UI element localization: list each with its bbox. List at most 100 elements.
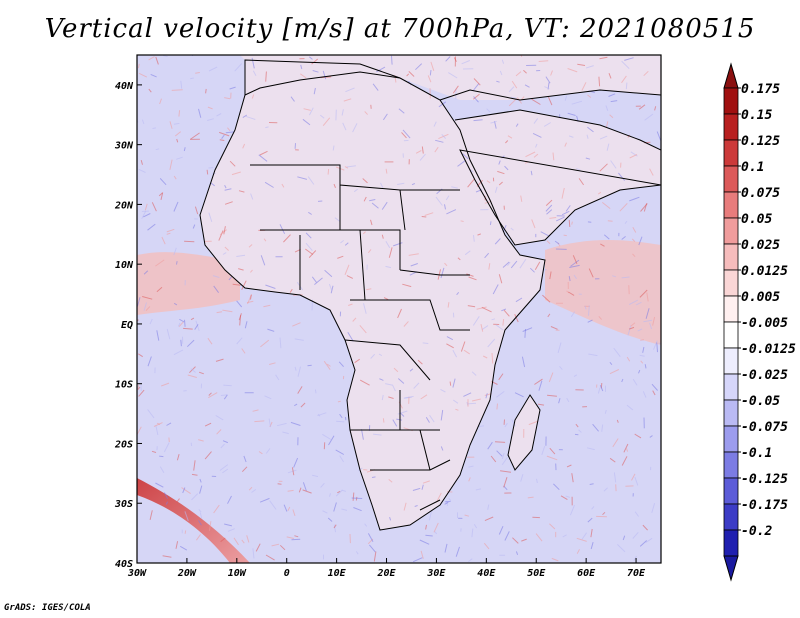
field-texture-stroke xyxy=(460,220,464,222)
field-texture-stroke xyxy=(419,539,430,545)
y-tick-label: 30S xyxy=(114,499,133,510)
field-texture-stroke xyxy=(433,121,437,127)
field-texture-stroke xyxy=(534,261,541,270)
field-texture-stroke xyxy=(303,108,311,111)
field-texture-stroke xyxy=(259,497,270,503)
colorbar-swatch xyxy=(723,451,739,479)
field-texture-stroke xyxy=(503,477,508,488)
field-texture-stroke xyxy=(254,420,265,423)
field-texture-stroke xyxy=(602,511,606,516)
field-texture-stroke xyxy=(420,394,428,400)
field-texture-stroke xyxy=(372,83,379,91)
field-texture-stroke xyxy=(171,89,183,91)
field-texture-stroke xyxy=(369,199,376,202)
field-texture-stroke xyxy=(335,489,343,497)
field-texture-stroke xyxy=(462,153,469,160)
field-texture-stroke xyxy=(166,228,175,233)
field-texture-stroke xyxy=(210,182,216,187)
field-texture-stroke xyxy=(411,183,415,186)
field-texture-stroke xyxy=(417,359,423,365)
colorbar-overflow-arrow xyxy=(723,62,739,89)
field-texture-stroke xyxy=(289,288,293,293)
field-texture-stroke xyxy=(521,96,525,100)
field-texture-stroke xyxy=(444,500,451,503)
field-texture-stroke xyxy=(656,342,658,353)
field-texture-stroke xyxy=(327,517,333,522)
field-texture-stroke xyxy=(531,98,541,105)
field-texture-stroke xyxy=(231,171,241,176)
field-texture-stroke xyxy=(628,299,639,305)
field-texture-stroke xyxy=(344,242,349,246)
field-texture-stroke xyxy=(241,539,245,544)
field-texture-stroke xyxy=(141,210,147,220)
field-texture-stroke xyxy=(297,176,308,180)
field-texture-stroke xyxy=(507,261,511,267)
field-texture-stroke xyxy=(364,523,368,527)
field-texture-stroke xyxy=(420,550,424,559)
field-texture-stroke xyxy=(137,384,139,390)
field-texture-stroke xyxy=(366,288,372,291)
field-texture-stroke xyxy=(567,68,578,73)
field-texture-stroke xyxy=(173,122,180,125)
field-texture-stroke xyxy=(494,186,498,193)
x-tick-label: 20E xyxy=(376,568,396,579)
field-texture-stroke xyxy=(643,70,649,77)
field-texture-stroke xyxy=(600,243,605,247)
field-texture-stroke xyxy=(267,328,275,332)
colorbar-swatch xyxy=(723,399,739,427)
field-texture-stroke xyxy=(166,422,172,426)
field-texture-stroke xyxy=(223,394,228,400)
field-texture-stroke xyxy=(294,403,298,407)
field-texture-stroke xyxy=(609,361,613,366)
field-texture-stroke xyxy=(159,466,165,474)
field-texture-stroke xyxy=(621,236,626,240)
field-texture-stroke xyxy=(646,292,649,302)
field-texture-stroke xyxy=(176,156,183,160)
field-texture-stroke xyxy=(353,507,362,512)
field-texture-stroke xyxy=(305,242,313,252)
field-texture-stroke xyxy=(561,210,570,216)
field-texture-stroke xyxy=(229,86,236,90)
field-texture-stroke xyxy=(584,305,587,310)
arabia-coastline xyxy=(454,109,661,246)
field-texture-stroke xyxy=(638,369,641,374)
field-texture-stroke xyxy=(402,129,411,139)
field-texture-stroke xyxy=(308,107,314,116)
field-texture-stroke xyxy=(337,255,344,259)
field-texture-stroke xyxy=(487,504,490,510)
field-texture-stroke xyxy=(622,535,626,541)
field-texture-stroke xyxy=(241,466,248,473)
field-texture-stroke xyxy=(223,226,226,235)
y-tick-label: 20N xyxy=(114,200,134,211)
field-texture-stroke xyxy=(184,319,186,327)
field-texture-stroke xyxy=(238,268,244,271)
field-texture-stroke xyxy=(612,438,619,448)
field-texture-stroke xyxy=(169,159,173,170)
field-texture-stroke xyxy=(519,258,527,269)
field-texture-stroke xyxy=(287,506,291,512)
field-texture-stroke xyxy=(340,240,345,244)
field-texture-stroke xyxy=(557,342,562,354)
colorbar-swatch xyxy=(723,529,739,557)
field-texture-stroke xyxy=(367,249,372,254)
field-texture-stroke xyxy=(591,506,595,510)
field-texture-stroke xyxy=(195,72,200,74)
field-texture-stroke xyxy=(501,452,505,460)
field-texture-stroke xyxy=(401,132,407,139)
field-texture-stroke xyxy=(524,328,526,338)
field-texture-stroke xyxy=(238,313,242,321)
field-texture-stroke xyxy=(263,238,267,242)
y-tick-label: 10S xyxy=(115,380,133,391)
field-texture-stroke xyxy=(396,418,403,421)
field-texture-stroke xyxy=(213,285,220,293)
field-texture-stroke xyxy=(545,204,553,212)
x-tick-label: 50E xyxy=(527,568,546,579)
field-texture-stroke xyxy=(535,533,543,542)
field-texture-stroke xyxy=(481,306,492,313)
field-texture-stroke xyxy=(252,70,257,77)
x-tick-label: 40E xyxy=(477,568,496,579)
field-texture-stroke xyxy=(487,441,493,450)
field-texture-stroke xyxy=(220,537,226,543)
field-texture-stroke xyxy=(630,322,636,327)
field-texture-stroke xyxy=(244,321,248,329)
